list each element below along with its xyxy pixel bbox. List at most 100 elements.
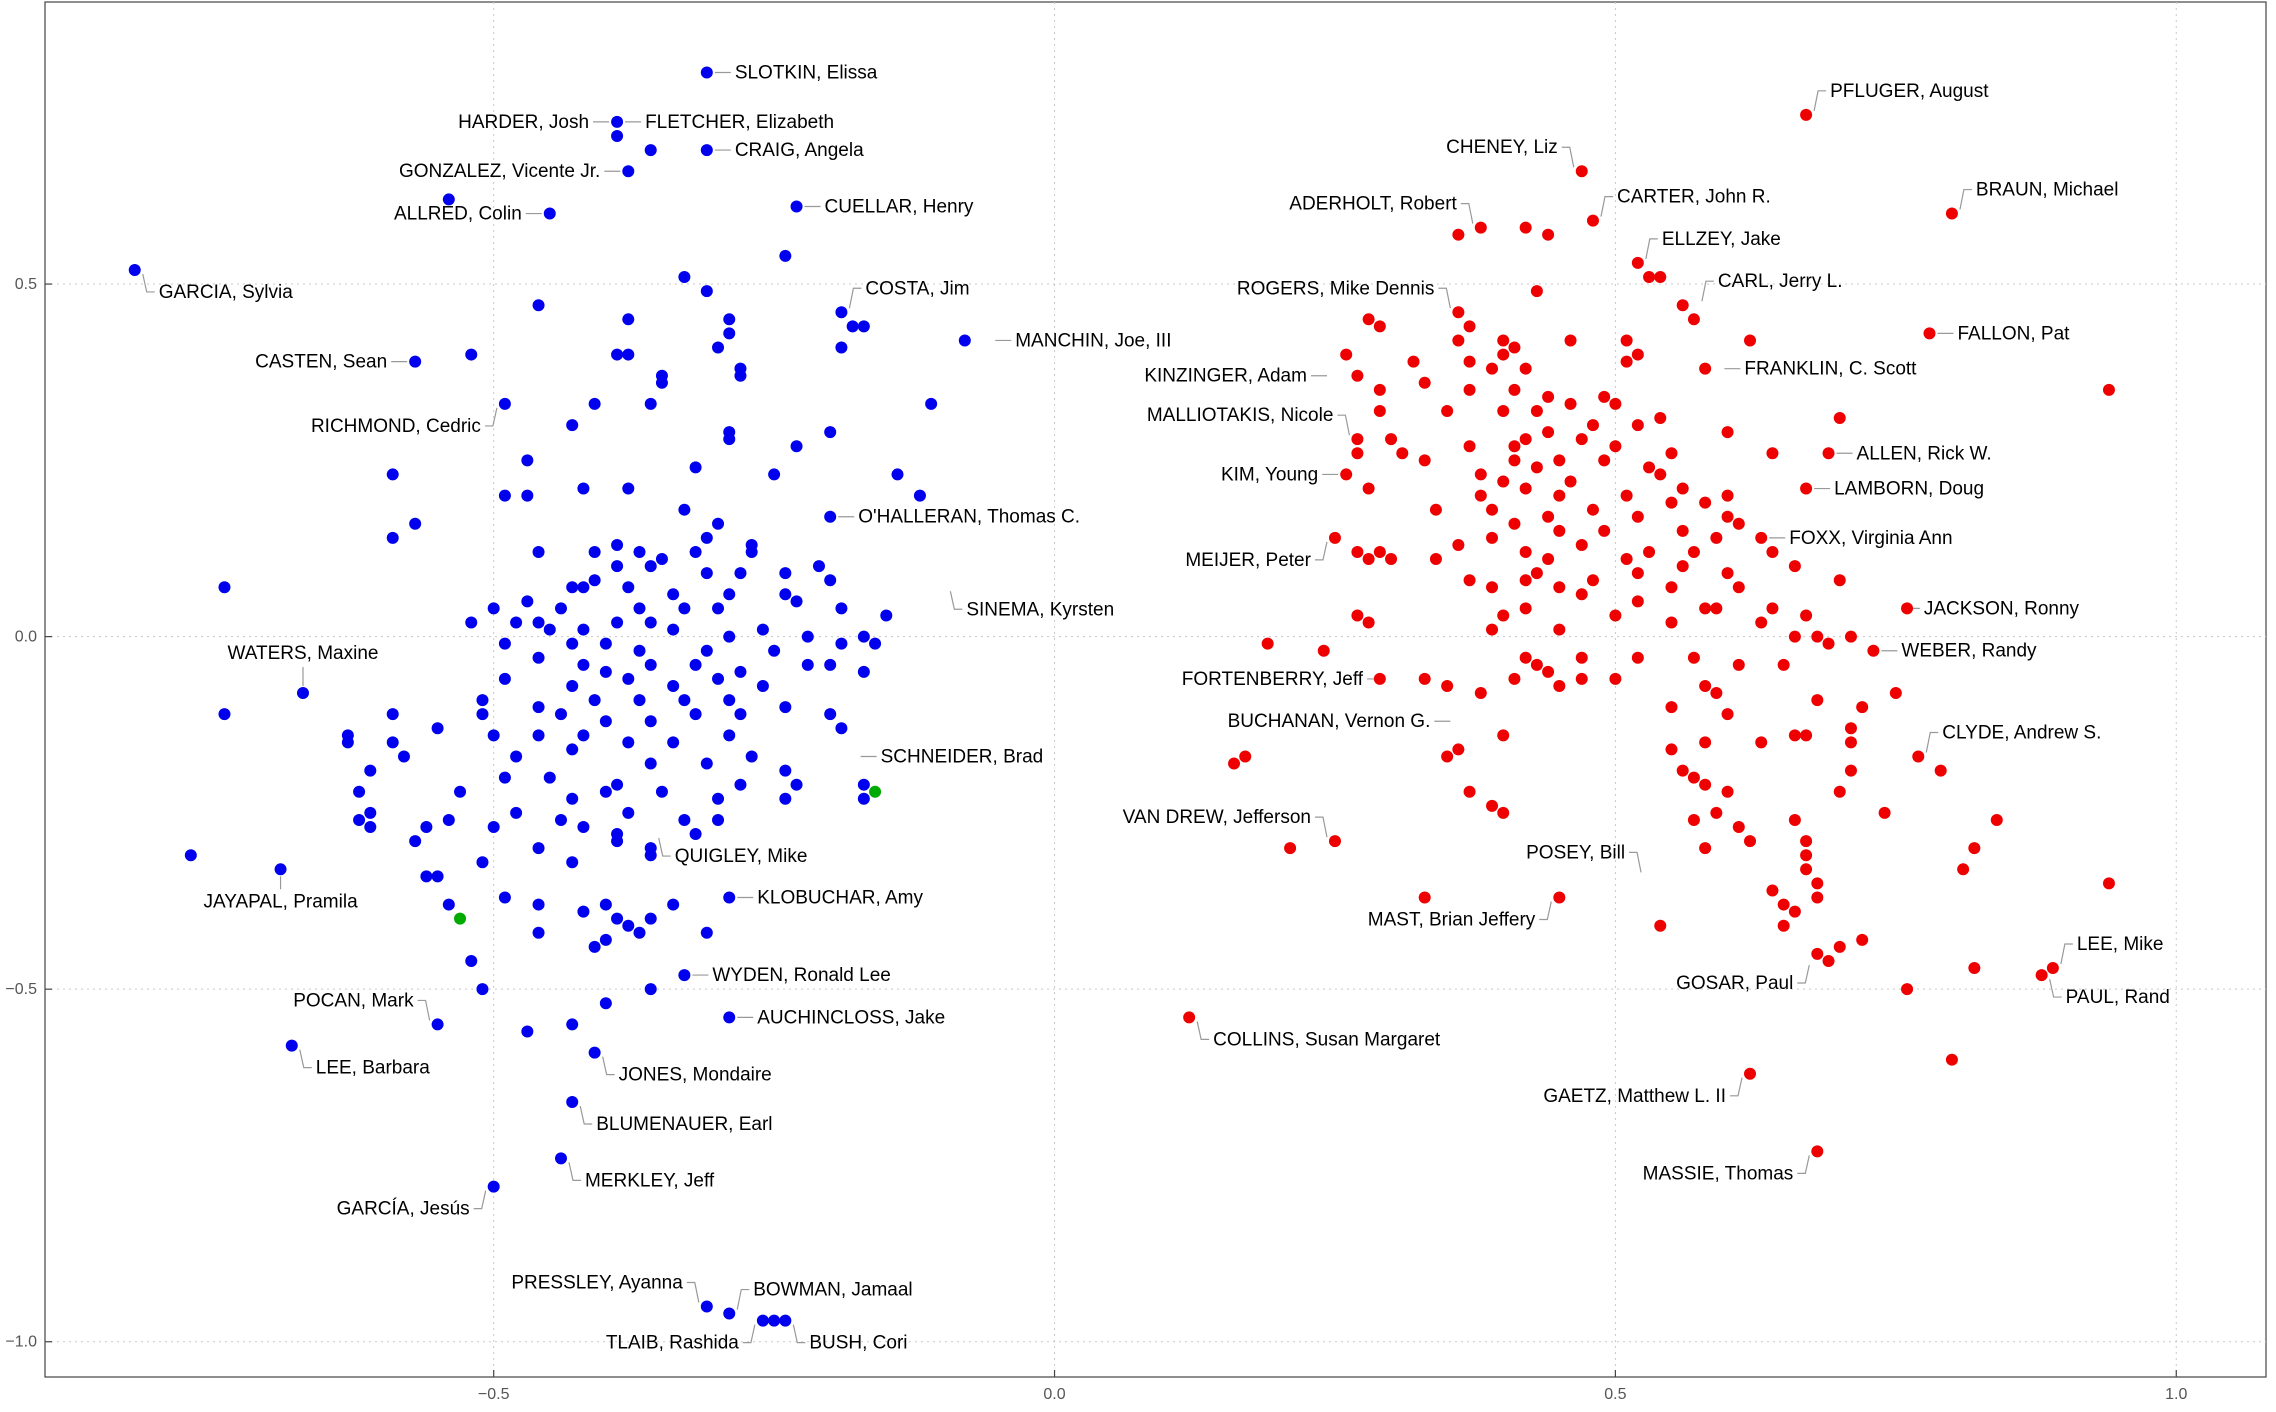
data-point xyxy=(1643,271,1656,283)
data-point xyxy=(1654,271,1667,283)
data-point xyxy=(1530,285,1543,298)
data-point xyxy=(409,835,422,848)
data-point xyxy=(1811,947,1824,960)
point-label: SCHNEIDER, Brad xyxy=(881,746,1044,767)
data-point xyxy=(532,729,545,742)
data-point xyxy=(1844,630,1857,643)
data-point xyxy=(1867,644,1880,657)
data-point xyxy=(1553,891,1566,904)
data-point xyxy=(1912,750,1925,763)
data-point xyxy=(1699,496,1712,509)
data-point xyxy=(1620,355,1633,368)
data-point xyxy=(1497,334,1510,347)
data-point xyxy=(644,912,657,925)
data-point xyxy=(644,560,657,573)
data-point xyxy=(1586,214,1599,227)
data-point xyxy=(476,708,489,721)
data-point xyxy=(1598,390,1611,403)
label-leader xyxy=(742,1324,756,1344)
data-point xyxy=(857,792,870,805)
label-leader xyxy=(1438,287,1451,309)
data-point xyxy=(566,792,579,805)
data-point xyxy=(1317,644,1330,657)
point-label: O'HALLERAN, Thomas C. xyxy=(858,507,1080,528)
data-point xyxy=(712,672,725,685)
data-point xyxy=(689,461,702,474)
data-point xyxy=(1519,433,1532,446)
point-label: LAMBORN, Doug xyxy=(1834,479,1984,500)
data-point xyxy=(1699,602,1712,615)
point-label: SINEMA, Kyrsten xyxy=(966,599,1114,620)
data-point xyxy=(1362,313,1375,326)
data-point xyxy=(1710,602,1723,615)
data-point xyxy=(1362,553,1375,566)
data-point xyxy=(1631,595,1644,608)
point-label: BUCHANAN, Vernon G. xyxy=(1228,711,1431,732)
data-point xyxy=(1901,983,1914,996)
data-point xyxy=(1788,630,1801,643)
data-point xyxy=(409,355,422,368)
data-point xyxy=(1777,658,1790,671)
data-point xyxy=(1239,750,1252,763)
data-point xyxy=(801,630,814,643)
point-label: GARCIA, Sylvia xyxy=(159,282,294,303)
point-label: PAUL, Rand xyxy=(2066,987,2170,1008)
point-label: POCAN, Mark xyxy=(293,990,414,1011)
data-point xyxy=(1598,524,1611,537)
label-leader xyxy=(417,999,431,1021)
data-point xyxy=(611,616,624,629)
data-point xyxy=(1373,546,1386,558)
data-point xyxy=(274,863,287,876)
point-label: ELLZEY, Jake xyxy=(1662,229,1781,250)
data-point xyxy=(734,708,747,721)
label-leader xyxy=(1314,816,1328,838)
point-label: VAN DREW, Jefferson xyxy=(1123,807,1311,828)
data-point xyxy=(1710,531,1723,544)
data-point xyxy=(1856,701,1869,714)
data-point xyxy=(1777,919,1790,932)
data-point xyxy=(1530,461,1543,474)
data-point xyxy=(1598,454,1611,467)
label-leader xyxy=(2060,943,2073,965)
data-point xyxy=(1474,221,1487,234)
data-point xyxy=(1945,1053,1958,1066)
data-point xyxy=(1508,341,1521,354)
data-point xyxy=(869,785,882,798)
data-point xyxy=(1519,574,1532,587)
point-label: KINZINGER, Adam xyxy=(1144,366,1307,387)
data-point xyxy=(1530,567,1543,580)
data-point xyxy=(1744,334,1757,347)
data-point xyxy=(1328,531,1341,544)
data-point xyxy=(779,792,792,805)
data-point xyxy=(801,658,814,671)
data-point xyxy=(1542,390,1555,403)
data-point xyxy=(824,708,837,721)
data-point xyxy=(1474,687,1487,700)
data-point xyxy=(1463,785,1476,798)
data-point xyxy=(554,708,567,721)
data-point xyxy=(588,397,601,410)
data-point xyxy=(1699,736,1712,749)
data-point xyxy=(734,567,747,580)
data-point xyxy=(1575,433,1588,446)
data-point xyxy=(622,806,635,819)
data-point xyxy=(700,531,713,544)
data-point xyxy=(487,729,500,742)
point-label: PFLUGER, August xyxy=(1830,81,1989,102)
data-point xyxy=(1452,306,1465,319)
data-point xyxy=(476,694,489,707)
point-label: FORTENBERRY, Jeff xyxy=(1182,669,1364,690)
data-point xyxy=(622,736,635,749)
data-point xyxy=(364,806,377,819)
data-point xyxy=(128,263,141,276)
data-point xyxy=(510,616,523,629)
data-point xyxy=(1609,672,1622,685)
data-point xyxy=(723,729,736,742)
data-point xyxy=(633,694,646,707)
data-point xyxy=(790,778,803,791)
data-point xyxy=(723,891,736,904)
data-point xyxy=(1542,228,1555,241)
data-point xyxy=(779,249,792,262)
point-label: GONZALEZ, Vicente Jr. xyxy=(399,161,600,182)
data-point xyxy=(1844,764,1857,777)
